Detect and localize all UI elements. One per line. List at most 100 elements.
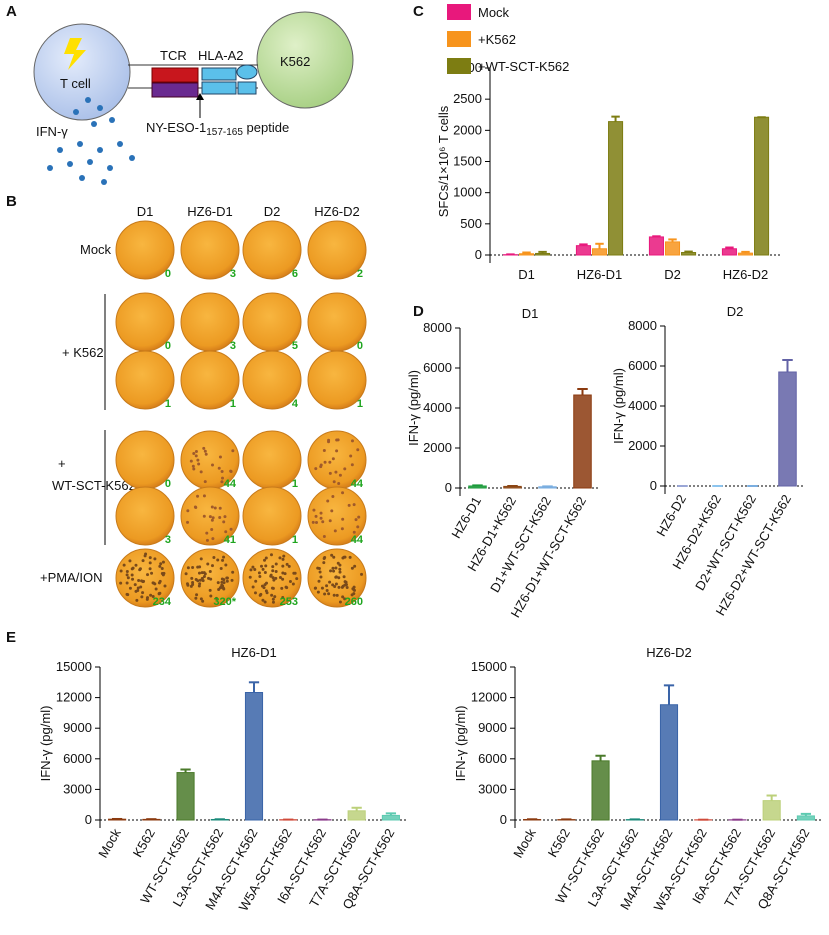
spot [338,568,341,571]
spot [339,571,342,574]
spot [196,566,199,569]
bar [722,249,736,255]
spot [219,456,222,459]
spot-count: 44 [351,534,364,546]
spot-count: 260 [345,596,363,608]
spot [142,559,145,562]
spot [355,518,358,521]
spot [319,571,322,574]
legend-swatch [447,31,471,47]
spot [259,594,262,597]
spot [190,577,193,580]
chart-title: D1 [522,306,539,321]
spot [209,589,212,592]
bar [649,237,663,255]
spot [159,580,162,583]
spot [200,470,203,473]
bar [536,253,550,255]
panel-label: A [6,3,17,20]
spot [186,582,189,585]
spot [140,595,143,598]
spot [315,521,318,524]
spot-count: 3 [230,268,236,280]
column-label: D1 [137,204,154,219]
chart-title: D2 [727,304,744,319]
spot [140,579,143,582]
spot [282,555,285,558]
spot [274,577,277,580]
spot [335,582,338,585]
spot [190,460,193,463]
panel-label: E [6,629,16,646]
k562-label: K562 [280,54,310,69]
panel-label: D [413,303,424,320]
spot [231,571,234,574]
bar [797,816,814,820]
bar [660,705,677,820]
y-axis-label: IFN-γ (pg/ml) [38,706,53,782]
spot [196,579,199,582]
spot [163,584,166,587]
spot [323,449,326,452]
spot [222,587,225,590]
spot [351,463,354,466]
spot [162,561,165,564]
spot [314,587,317,590]
y-tick-label: 2000 [628,438,657,453]
t-cell [34,24,130,120]
spot [275,563,278,566]
y-axis-label: IFN-γ (pg/ml) [453,706,468,782]
spot [323,535,326,538]
spot [155,587,158,590]
spot [335,449,338,452]
spot [224,564,227,567]
spot [200,557,203,560]
spot [279,576,282,579]
spot [214,507,217,510]
spot [146,573,149,576]
y-tick-label: 15000 [56,659,92,674]
bar [574,395,592,488]
bar [348,811,365,820]
x-tick-label: HZ6-D2 [653,492,689,539]
spot [353,565,356,568]
spot-count: 234 [153,596,172,608]
spot [323,557,326,560]
spot [348,504,351,507]
x-tick-label: Mock [95,826,124,861]
spot [357,516,360,519]
x-tick-label: K562 [545,826,573,860]
x-tick-label: D2 [664,267,681,282]
spot [320,512,323,515]
spot [254,591,257,594]
spot-count: 44 [351,478,364,490]
hla [202,82,236,94]
spot [333,594,336,597]
panel-label: C [413,3,424,20]
spot [315,515,318,518]
spot [196,495,199,498]
spot [212,516,215,519]
spot [205,532,208,535]
x-tick-label: D1 [518,267,535,282]
spot [351,567,354,570]
legend-label: +WT-SCT-K562 [478,59,569,74]
panel-a: T cell K562 TCR HLA-A2 NY-ESO-1157-165 p… [34,12,353,185]
y-tick-label: 6000 [423,360,452,375]
spot [225,577,228,580]
spot [271,569,274,572]
spot [216,558,219,561]
spot [218,516,221,519]
spot [294,572,297,575]
spot [221,559,224,562]
spot [356,448,359,451]
spot [191,566,194,569]
tcr-alpha [152,68,198,82]
spot [194,506,197,509]
y-tick-label: 3000 [63,781,92,796]
bar [245,693,262,821]
spot [146,596,149,599]
bar [609,122,623,255]
spot [253,568,256,571]
spot [126,570,129,573]
